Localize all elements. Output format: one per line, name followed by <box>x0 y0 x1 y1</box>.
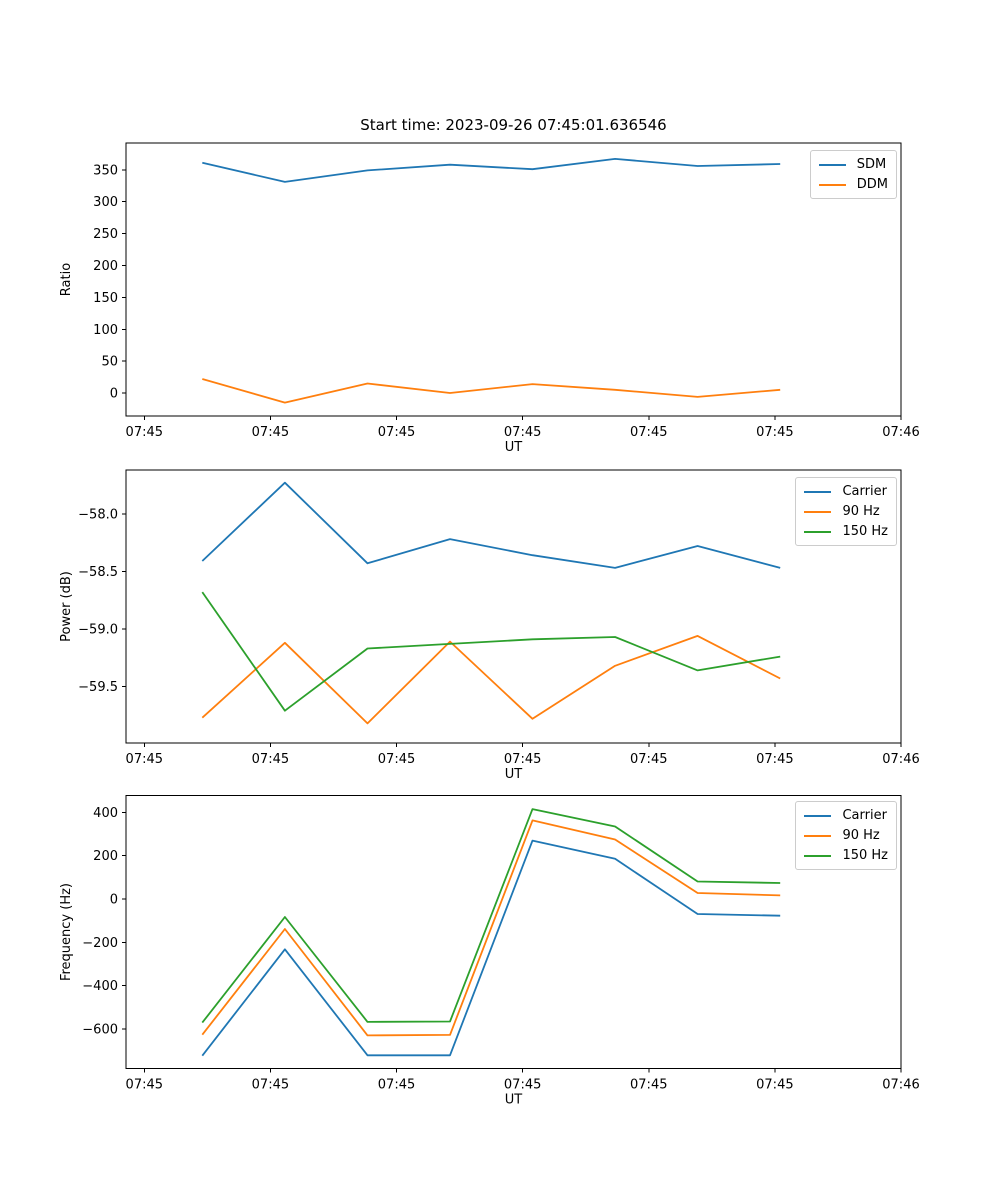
x-tick-label: 07:45 <box>630 425 667 440</box>
legend-line-swatch <box>804 834 832 837</box>
x-tick-label: 07:46 <box>882 425 919 440</box>
x-tick-label: 07:45 <box>630 1077 667 1092</box>
y-tick-label: 50 <box>101 355 118 370</box>
x-tick-label: 07:45 <box>252 425 289 440</box>
y-tick-label: −58.5 <box>78 565 118 580</box>
power-series-line-Carrier <box>201 481 781 569</box>
x-tick-label: 07:45 <box>126 425 163 440</box>
frequency-series-line-150 Hz <box>201 808 781 1024</box>
legend-line-swatch <box>804 814 832 817</box>
x-tick-label: 07:45 <box>126 1077 163 1092</box>
power-series-line-90 Hz <box>201 635 781 725</box>
legend-label: Carrier <box>842 484 887 499</box>
x-tick-label: 07:45 <box>756 752 793 767</box>
power-plot: 07:45 07:45 07:45 07:45 07:45 07:45 07:46 −58.0… <box>59 469 920 782</box>
y-tick-label: 0 <box>110 893 118 908</box>
y-tick-label: 350 <box>93 163 118 178</box>
legend-entry-150 Hz: 150 Hz <box>804 522 888 541</box>
legend-line-swatch <box>818 183 846 186</box>
x-tick-label: 07:45 <box>504 425 541 440</box>
legend-entry-SDM: SDM <box>818 155 888 174</box>
ratio-legend: SDM DDM <box>809 150 897 199</box>
ratio-series-line-SDM <box>202 157 781 183</box>
legend-label: 90 Hz <box>842 828 880 843</box>
x-tick-label: 07:45 <box>756 425 793 440</box>
legend-entry-90 Hz: 90 Hz <box>804 502 888 521</box>
power-axes-frame <box>125 469 902 744</box>
y-tick-label: −59.0 <box>78 622 118 637</box>
y-tick-label: −58.0 <box>78 507 118 522</box>
legend-label: Carrier <box>842 808 887 823</box>
ratio-y-axis-label: Ratio <box>59 263 74 296</box>
y-tick-label: −200 <box>82 936 118 951</box>
legend-line-swatch <box>804 490 832 493</box>
legend-label: SDM <box>856 157 887 172</box>
ratio-axes-frame <box>125 142 902 417</box>
power-y-axis-label: Power (dB) <box>59 571 74 642</box>
frequency-plot: 07:45 07:45 07:45 07:45 07:45 07:45 07:46 400 20… <box>59 795 920 1107</box>
y-tick-label: 400 <box>93 806 118 821</box>
legend-line-swatch <box>804 530 832 533</box>
ratio-series-line-DDM <box>202 378 781 404</box>
x-tick-label: 07:45 <box>630 752 667 767</box>
ratio-x-axis-label: UT <box>505 440 523 455</box>
x-tick-label: 07:45 <box>378 425 415 440</box>
legend-line-swatch <box>804 510 832 513</box>
y-tick-label: 100 <box>93 323 118 338</box>
legend-label: 90 Hz <box>842 504 880 519</box>
y-tick-label: 0 <box>110 387 118 402</box>
legend-line-swatch <box>818 163 846 166</box>
y-tick-label: −400 <box>82 979 118 994</box>
legend-entry-Carrier: Carrier <box>804 806 888 825</box>
legend-entry-DDM: DDM <box>818 175 888 194</box>
legend-label: 150 Hz <box>842 524 888 539</box>
legend-label: DDM <box>856 177 888 192</box>
y-tick-label: −59.5 <box>78 680 118 695</box>
x-tick-label: 07:46 <box>882 752 919 767</box>
x-tick-label: 07:45 <box>378 1077 415 1092</box>
power-series-line-150 Hz <box>201 591 781 712</box>
x-tick-label: 07:45 <box>378 752 415 767</box>
power-legend: Carrier 90 Hz 150 Hz <box>795 477 897 546</box>
x-tick-label: 07:45 <box>504 1077 541 1092</box>
y-tick-label: 300 <box>93 195 118 210</box>
legend-entry-Carrier: Carrier <box>804 482 888 501</box>
legend-entry-150 Hz: 150 Hz <box>804 846 888 865</box>
x-tick-label: 07:45 <box>252 752 289 767</box>
frequency-x-axis-label: UT <box>505 1092 523 1107</box>
legend-entry-90 Hz: 90 Hz <box>804 826 888 845</box>
frequency-axes-frame <box>125 795 902 1069</box>
frequency-series-line-90 Hz <box>201 819 781 1037</box>
y-tick-label: 250 <box>93 227 118 242</box>
frequency-legend: Carrier 90 Hz 150 Hz <box>795 801 897 870</box>
frequency-series-line-Carrier <box>201 839 781 1057</box>
x-tick-label: 07:45 <box>756 1077 793 1092</box>
y-tick-label: 200 <box>93 259 118 274</box>
x-tick-label: 07:46 <box>882 1077 919 1092</box>
x-tick-label: 07:45 <box>126 752 163 767</box>
y-tick-label: 150 <box>93 291 118 306</box>
power-x-axis-label: UT <box>505 767 523 782</box>
frequency-y-axis-label: Frequency (Hz) <box>59 883 74 981</box>
x-tick-label: 07:45 <box>252 1077 289 1092</box>
y-tick-label: −600 <box>82 1023 118 1038</box>
figure-title: Start time: 2023-09-26 07:45:01.636546 <box>360 116 667 134</box>
legend-line-swatch <box>804 854 832 857</box>
ratio-plot: 07:45 07:45 07:45 07:45 07:45 07:45 07:46 0 50 10… <box>59 142 920 455</box>
y-tick-label: 200 <box>93 849 118 864</box>
x-tick-label: 07:45 <box>504 752 541 767</box>
legend-label: 150 Hz <box>842 848 888 863</box>
